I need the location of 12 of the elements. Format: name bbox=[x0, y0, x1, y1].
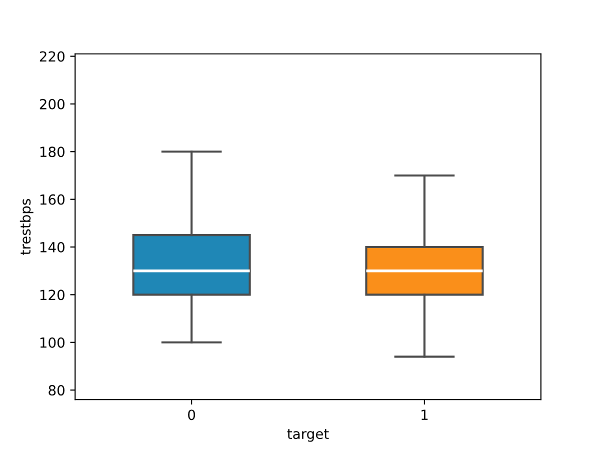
y-tick-label: 140 bbox=[40, 242, 64, 252]
x-tick-label: 1 bbox=[422, 410, 428, 420]
y-axis-title: trestbps bbox=[20, 198, 34, 255]
y-tick-label: 160 bbox=[40, 194, 64, 205]
y-tick-label: 220 bbox=[40, 51, 64, 62]
y-tick-label: 180 bbox=[40, 146, 64, 158]
y-tick-label: 120 bbox=[40, 290, 64, 300]
y-tick-label: 200 bbox=[40, 98, 64, 110]
x-tick-label: 0 bbox=[188, 410, 196, 420]
y-tick-label: 80 bbox=[48, 385, 64, 396]
y-tick-label: 100 bbox=[40, 337, 64, 348]
x-axis-title: target bbox=[287, 429, 329, 442]
